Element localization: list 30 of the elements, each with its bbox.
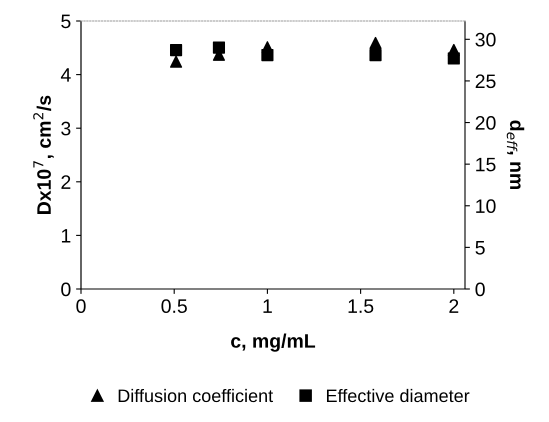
x-tick-label: 1.5 (348, 299, 374, 314)
y-tick-label: 1 (62, 229, 70, 242)
x-tick-label: 0 (76, 299, 86, 314)
point (212, 42, 226, 54)
x-tick-label: 0.5 (161, 299, 187, 314)
x-axis-title: c, mg/mL (231, 334, 316, 352)
y-tick-label: 2 (61, 175, 70, 189)
legend-label: Diffusion coefficient (118, 388, 274, 402)
y2-tick-label: 15 (476, 158, 496, 172)
y2-tick-label: 20 (476, 116, 496, 130)
y2-tick-label: 5 (476, 241, 485, 255)
legend-label: Effective diameter (326, 388, 470, 402)
y2-tick-label: 30 (475, 32, 496, 47)
y2-tick-label: 0 (475, 282, 485, 296)
point (448, 52, 460, 65)
y2-tick-label: 25 (476, 74, 496, 88)
y-tick-label: 3 (61, 122, 70, 136)
y-tick-label: 0 (61, 282, 71, 296)
point (170, 44, 182, 56)
y-axis-title: Dx10$^{7}$, cm$^{2}$/s (33, 96, 54, 214)
y-tick-label: 5 (61, 14, 70, 28)
point (261, 49, 274, 62)
point (170, 56, 182, 68)
y2-tick-label: 10 (476, 199, 496, 214)
x-tick-label: 2 (449, 299, 458, 313)
point (369, 36, 382, 50)
x-tick-label: 1 (263, 299, 272, 313)
y2-axis-title: d$_{eff}$, nm (506, 120, 524, 190)
point (369, 49, 382, 62)
y-tick-label: 4 (60, 68, 71, 82)
